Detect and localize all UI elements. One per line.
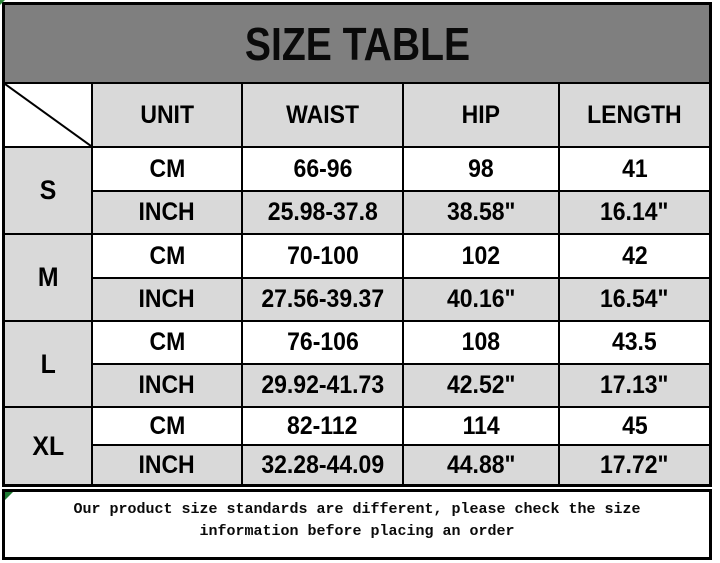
diagonal-line-icon (5, 84, 91, 146)
cell-xl-inch-hip: 44.88" (404, 446, 560, 484)
cell-l-cm-hip: 108 (404, 322, 560, 365)
cell-s-cm-unit: CM (93, 148, 243, 192)
column-header-unit: UNIT (93, 84, 243, 148)
cell-xl-inch-length: 17.72" (560, 446, 709, 484)
note-corner-marker-icon (5, 492, 13, 500)
cell-xl-inch-unit: INCH (93, 446, 243, 484)
cell-xl-cm-length: 45 (560, 408, 709, 446)
note-text: Our product size standards are different… (73, 501, 641, 540)
size-label-xl: XL (5, 408, 93, 484)
cell-s-cm-waist: 66-96 (243, 148, 404, 192)
cell-s-inch-length: 16.14" (560, 192, 709, 235)
cell-l-inch-waist: 29.92-41.73 (243, 365, 404, 408)
title-band: SIZE TABLE (5, 5, 709, 84)
cell-m-cm-hip: 102 (404, 235, 560, 279)
column-header-length: LENGTH (560, 84, 709, 148)
cell-l-cm-unit: CM (93, 322, 243, 365)
cell-s-cm-hip: 98 (404, 148, 560, 192)
sheet-corner-marker (0, 0, 5, 5)
cell-m-inch-waist: 27.56-39.37 (243, 279, 404, 322)
size-grid: UNIT WAIST HIP LENGTH S CM 66-96 98 41 I… (5, 84, 709, 484)
size-label-m: M (5, 235, 93, 322)
column-header-hip: HIP (404, 84, 560, 148)
cell-xl-cm-hip: 114 (404, 408, 560, 446)
cell-m-cm-length: 42 (560, 235, 709, 279)
cell-s-inch-unit: INCH (93, 192, 243, 235)
cell-m-inch-length: 16.54" (560, 279, 709, 322)
cell-l-inch-unit: INCH (93, 365, 243, 408)
cell-l-inch-hip: 42.52" (404, 365, 560, 408)
size-table: SIZE TABLE UNIT WAIST HIP LENGTH S CM 66… (2, 2, 712, 487)
cell-s-inch-hip: 38.58" (404, 192, 560, 235)
cell-xl-cm-waist: 82-112 (243, 408, 404, 446)
size-label-s: S (5, 148, 93, 235)
size-label-l: L (5, 322, 93, 408)
cell-m-inch-hip: 40.16" (404, 279, 560, 322)
cell-m-cm-waist: 70-100 (243, 235, 404, 279)
note-box: Our product size standards are different… (2, 489, 712, 560)
column-header-waist: WAIST (243, 84, 404, 148)
cell-xl-cm-unit: CM (93, 408, 243, 446)
cell-l-cm-waist: 76-106 (243, 322, 404, 365)
corner-diagonal-cell (5, 84, 93, 148)
cell-m-inch-unit: INCH (93, 279, 243, 322)
cell-s-inch-waist: 25.98-37.8 (243, 192, 404, 235)
page-title: SIZE TABLE (244, 17, 470, 70)
size-table-wrap: SIZE TABLE UNIT WAIST HIP LENGTH S CM 66… (2, 2, 712, 560)
cell-m-cm-unit: CM (93, 235, 243, 279)
cell-l-cm-length: 43.5 (560, 322, 709, 365)
cell-l-inch-length: 17.13" (560, 365, 709, 408)
cell-s-cm-length: 41 (560, 148, 709, 192)
cell-xl-inch-waist: 32.28-44.09 (243, 446, 404, 484)
